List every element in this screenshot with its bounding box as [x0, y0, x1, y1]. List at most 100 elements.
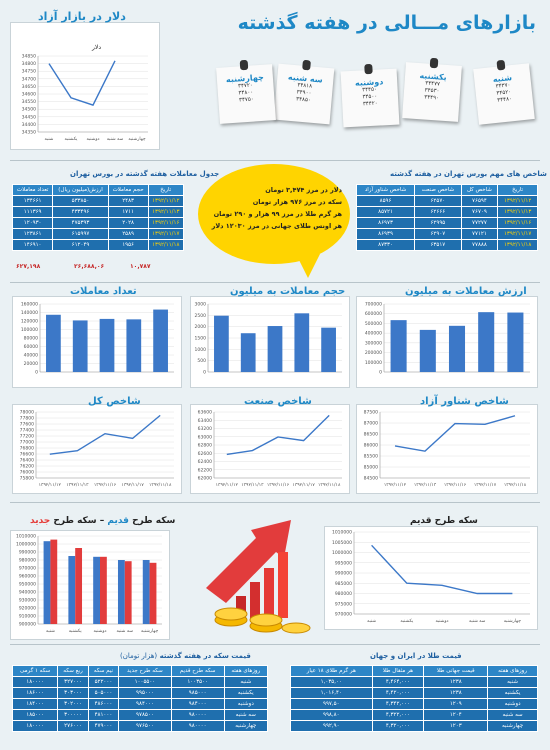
y-tick-label: 34700: [22, 76, 36, 82]
table-cell: ۷۶۵۹۴: [460, 195, 499, 207]
table-cell: ۱۲۰۳: [423, 720, 489, 732]
table-header: هر مثقال طلا: [371, 665, 425, 677]
x-tick-label: ۱۳۹۲/۱۱/۱۸: [318, 482, 341, 488]
bar: [50, 539, 58, 624]
table-cell: ۶۲۵۷۰: [414, 195, 462, 207]
y-tick-label: 980000: [19, 558, 36, 564]
bubble-line: هر گرم طلا در مرز ۹۹ هزار و ۲۹۰ تومان: [213, 210, 342, 218]
table3-subtitle: (هزار تومان): [120, 652, 158, 660]
pin-icon: [429, 57, 439, 69]
y-tick-label: 34500: [22, 107, 36, 113]
panel-industry-index: [190, 404, 350, 494]
x-tick-label: ۱۳۹۲/۱۱/۱۳: [66, 482, 89, 488]
table-cell: ۶۳۵۱۷: [414, 239, 462, 251]
bar: [267, 326, 283, 372]
sticky-note: شنبه ۳۴۳۷۰ ۳۴۵۲۰ ۳۴۴۸۰: [473, 59, 535, 125]
x-tick-label: چهارشنبه: [128, 137, 146, 142]
x-tick-label: ۱۳۹۲/۱۱/۱۷: [474, 482, 497, 488]
table-cell: ۱۳۹۲/۱۱/۱۷: [497, 228, 538, 240]
table-cell: ۳۰۰۰۰۰: [57, 709, 89, 721]
bar: [68, 556, 76, 624]
table-cell: ۸۶۹۷۳: [355, 217, 416, 229]
y-tick-label: 1500: [195, 336, 207, 342]
bubble-line: سکه در مرز ۹۷۶ هزار تومان: [252, 198, 342, 206]
y-tick-label: 77800: [20, 416, 34, 422]
table-cell: ۹۷۸۵۰۰: [118, 709, 172, 721]
x-tick-label: شنبه: [45, 137, 54, 142]
table-cell: ۶۲۹۰۷: [414, 228, 462, 240]
table4-title: قیمت طلا در ایران و جهان: [370, 652, 462, 660]
arrow-icon: [206, 520, 291, 603]
table-cell: ۲۵۸۹: [107, 228, 149, 240]
bar: [419, 329, 436, 372]
y-tick-label: 100000: [21, 327, 38, 333]
x-tick-label: دوشنبه: [435, 619, 448, 624]
bubble-line: دلار در مرز ۳,۴۷۴ تومان: [265, 186, 342, 194]
x-tick-label: ۱۳۹۲/۱۱/۱۸: [504, 482, 527, 488]
table-cell: ۳۰۳۰۰۰: [57, 687, 89, 699]
table-cell: یکشنبه: [223, 687, 269, 699]
table-row: ۹۹۸,۸۰ ۴,۳۲۲,۰۰۰ ۱۲۰۴ سه شنبه: [290, 709, 538, 721]
table-cell: ۸۶۹۳۹: [355, 228, 416, 240]
table-cell: ۱۸۰۰۰۰: [11, 676, 59, 688]
table-cell: ۴,۴۲۰,۰۰۰: [371, 687, 425, 699]
table-header: شاخص شناور آزاد: [355, 184, 416, 196]
coins-title-part: – سکه طرح: [50, 516, 108, 526]
bar: [149, 562, 157, 624]
y-tick-label: 1005000: [332, 540, 352, 546]
y-tick-label: 62200: [198, 467, 212, 473]
y-tick-label: 140000: [21, 310, 38, 316]
series-line: [48, 60, 116, 106]
y-tick-label: 34600: [22, 92, 36, 98]
table-header: سکه طرح جدید: [118, 665, 172, 677]
table-cell: ۱,۰۱۶,۴۰: [290, 687, 373, 699]
table-row: ۱۸۴۰۰۰ ۳۰۲۰۰۰ ۴۸۶۰۰۰ ۹۸۴۰۰۰ ۹۸۴۰۰۰ دوشنبه: [11, 698, 269, 710]
y-tick-label: 2000: [195, 324, 207, 330]
y-tick-label: 20000: [24, 361, 38, 367]
table1: تعداد معاملات ارزش(میلیون ریال) حجم معاملا…: [11, 184, 184, 251]
y-tick-label: 76200: [20, 464, 34, 470]
x-tick-label: چهارشنبه: [141, 629, 159, 634]
table2-title: شاخص های مهم بورس تهران در هفته گذشته: [390, 170, 547, 178]
divider-2: [10, 282, 540, 283]
y-tick-label: 160000: [21, 302, 38, 308]
divider-3: [10, 502, 540, 503]
table-header: سکه طرح قدیم: [170, 665, 225, 677]
dollar-panel: [10, 22, 160, 150]
table-row: ۸۵۷۲۱ ۶۲۶۶۶ ۷۶۷۰۹ ۱۳۹۲/۱۱/۱۳: [355, 206, 538, 218]
chart-old-coin-title: سکه طرح قدیم: [410, 516, 478, 526]
coin-icon: [249, 613, 283, 627]
y-tick-label: 34750: [22, 69, 36, 75]
bar: [46, 314, 61, 372]
y-tick-label: 62800: [198, 443, 212, 449]
table-cell: ۷۷۱۲۱: [460, 228, 499, 240]
table-cell: ۳۲۷۰۰۰: [57, 676, 89, 688]
table-cell: ۷۷۸۸۸: [460, 239, 499, 251]
table-cell: ۱۱۱۳۶۹: [11, 206, 54, 218]
table-cell: ۴۷۵۳۹۳: [52, 217, 109, 229]
table-cell: شنبه: [487, 676, 538, 688]
bar: [448, 325, 466, 372]
bar: [153, 309, 168, 372]
table-cell: ۹۷۶۵۰۰: [118, 720, 172, 732]
table-header: روزهای هفته: [487, 665, 538, 677]
y-tick-label: 60000: [24, 344, 38, 350]
table-cell: ۱۴۶۹۱۰: [11, 239, 54, 251]
y-tick-label: 34550: [22, 99, 36, 105]
table-cell: ۴۸۱۰۰۰: [87, 709, 120, 721]
x-tick-label: ۱۳۹۲/۱۱/۱۸: [149, 482, 172, 488]
table-row: ۸۷۳۳۰ ۶۳۵۱۷ ۷۷۸۸۸ ۱۳۹۲/۱۱/۱۸: [355, 239, 538, 251]
table-cell: ۵۳۳۸۵۰: [52, 195, 109, 207]
table-cell: ۱۳۹۲/۱۱/۱۲: [147, 195, 184, 207]
chart-industry-index: 62000 62200 62400 62600 62800 63000 63200 63400…: [198, 410, 342, 488]
y-tick-label: 0: [379, 370, 382, 376]
table-cell: ۶۱۵۹۹۷: [52, 228, 109, 240]
table3: سکه ۱ گرمی ربع سکه نیم سکه سکه طرح جدید سکه …: [11, 665, 269, 732]
bar: [93, 556, 100, 624]
coins-title-new: جدید: [30, 516, 51, 526]
pin-icon: [239, 59, 249, 71]
table-cell: ۱۳۹۲/۱۱/۱۸: [497, 239, 538, 251]
y-tick-label: 86000: [364, 443, 378, 449]
table-header: تاریخ: [497, 184, 538, 196]
table-cell: ۸۵۹۶: [355, 195, 416, 207]
